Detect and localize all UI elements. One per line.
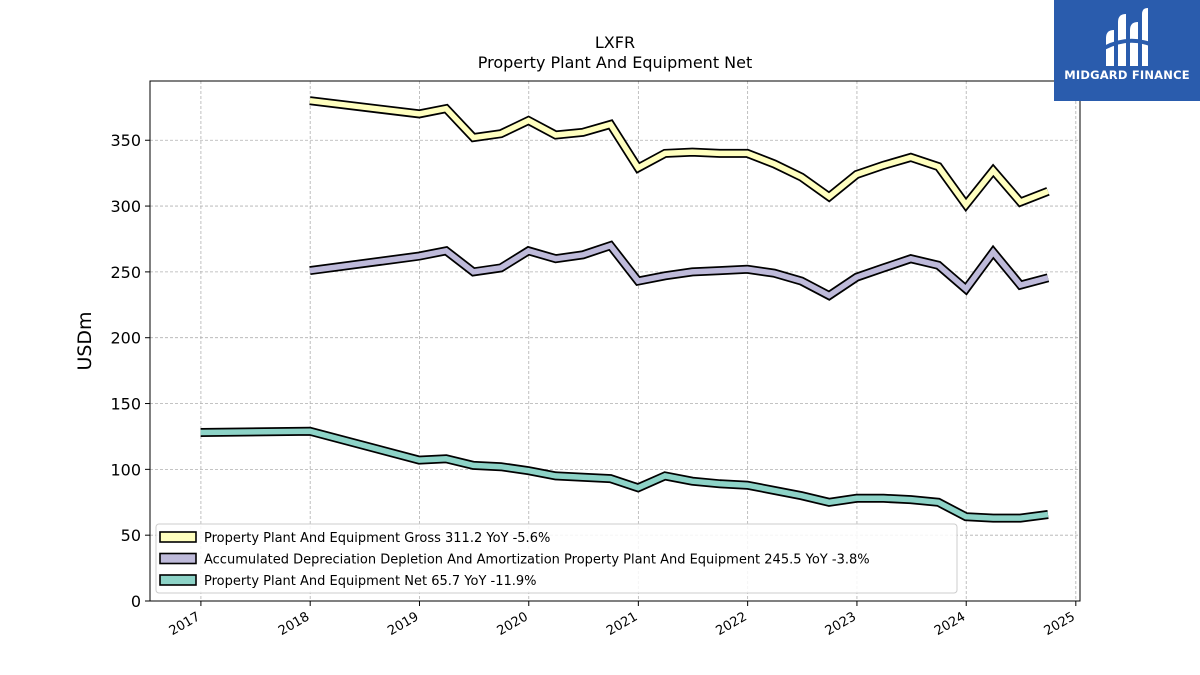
- y-axis-label: USDm: [74, 311, 96, 370]
- chart-title: LXFR: [595, 33, 635, 52]
- plot-frame: [149, 80, 1081, 602]
- legend-label-3: Property Plant And Equipment Net 65.7 Yo…: [204, 574, 537, 589]
- brand-logo: MIDGARD FINANCE: [1054, 0, 1200, 101]
- legend-box: [155, 523, 958, 594]
- chart-subtitle: Property Plant And Equipment Net: [478, 53, 753, 72]
- legend-swatch-2: [159, 552, 197, 565]
- series-line-2: [309, 242, 1049, 299]
- legend: Property Plant And Equipment Gross 311.2…: [155, 523, 958, 594]
- x-tick-label: 2017: [167, 609, 203, 639]
- legend-label-2: Accumulated Depreciation Depletion And A…: [204, 553, 870, 568]
- y-tick-label: 150: [110, 395, 141, 414]
- midgard-logo-icon: [1103, 8, 1151, 66]
- series-lines: [200, 96, 1050, 523]
- series-outline-3: [200, 426, 1049, 523]
- grid: [150, 81, 1080, 602]
- x-tick-label: 2018: [276, 609, 312, 639]
- y-tick-label: 50: [121, 526, 141, 545]
- y-tick-label: 100: [110, 460, 141, 479]
- brand-name: MIDGARD FINANCE: [1064, 68, 1190, 82]
- legend-swatch-3: [159, 574, 197, 586]
- x-tick-label: 2019: [385, 609, 421, 639]
- x-tick-label: 2023: [823, 609, 859, 639]
- legend-swatch-1: [159, 531, 197, 543]
- series-line-1: [309, 97, 1050, 210]
- x-axis: 2017 2018 2019 2020 2021 2022 2023 2024 2025: [167, 601, 1078, 639]
- y-axis: 0 50 100 150 200 250 300 350: [110, 131, 150, 611]
- y-tick-label: 200: [110, 329, 141, 348]
- series-line-3: [200, 428, 1049, 521]
- legend-label-1: Property Plant And Equipment Gross 311.2…: [204, 531, 550, 546]
- x-tick-label: 2022: [713, 609, 749, 639]
- x-tick-label: 2020: [495, 609, 531, 639]
- y-tick-label: 350: [110, 131, 141, 150]
- x-tick-label: 2025: [1042, 609, 1078, 639]
- x-tick-label: 2024: [932, 609, 968, 639]
- y-tick-label: 0: [131, 592, 141, 611]
- y-tick-label: 250: [110, 263, 141, 282]
- x-tick-label: 2021: [604, 609, 640, 639]
- y-tick-label: 300: [110, 197, 141, 216]
